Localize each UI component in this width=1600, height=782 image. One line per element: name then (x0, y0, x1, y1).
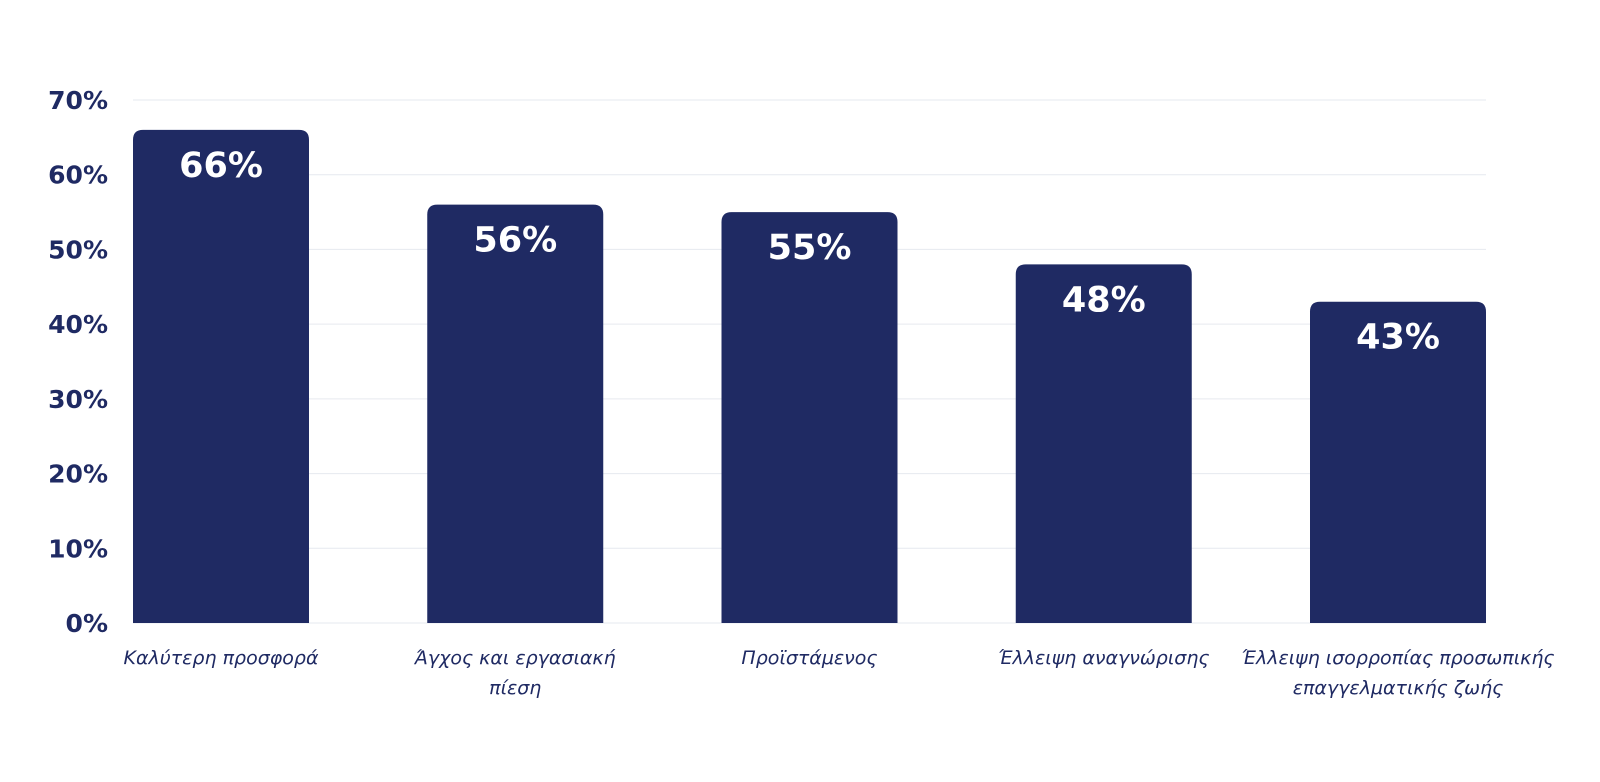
data-labels: 66% 56% 55% 48% 43% (179, 146, 1440, 358)
bar-2 (427, 204, 604, 623)
ytick-label-40: 40% (48, 310, 108, 339)
data-label-1: 66% (179, 146, 263, 186)
bar-5 (1310, 301, 1486, 623)
category-label-5-line-2: επαγγελματικής ζωής (1293, 677, 1504, 699)
category-label-2-line-2: πίεση (489, 677, 541, 699)
data-label-3: 55% (768, 228, 852, 268)
category-label-3-line-1: Προϊστάμενος (741, 647, 877, 669)
bar-1 (133, 129, 309, 623)
ytick-label-30: 30% (48, 385, 108, 414)
category-label-4-line-1: Έλλειψη αναγνώρισης (998, 647, 1210, 669)
bar-layer (133, 129, 1486, 624)
category-label-5-line-1: Έλλειψη ισορροπίας προσωπικής (1241, 647, 1554, 669)
ytick-label-60: 60% (48, 161, 108, 190)
ytick-label-0: 0% (66, 609, 108, 638)
ytick-label-10: 10% (48, 534, 108, 563)
bar-4 (1015, 264, 1192, 623)
ytick-label-70: 70% (48, 86, 108, 115)
x-axis: Καλύτερη προσφορά Άγχος και εργασιακή πίεσ… (124, 647, 1555, 699)
y-axis: 0% 10% 20% 30% 40% 50% 60% 70% (48, 86, 108, 638)
category-label-1-line-1: Καλύτερη προσφορά (124, 647, 319, 669)
bar-3 (721, 212, 898, 624)
ytick-label-20: 20% (48, 460, 108, 489)
data-label-4: 48% (1062, 280, 1146, 320)
ytick-label-50: 50% (48, 235, 108, 264)
data-label-5: 43% (1356, 318, 1440, 358)
data-label-2: 56% (473, 221, 557, 261)
category-label-2-line-1: Άγχος και εργασιακή (413, 647, 616, 669)
